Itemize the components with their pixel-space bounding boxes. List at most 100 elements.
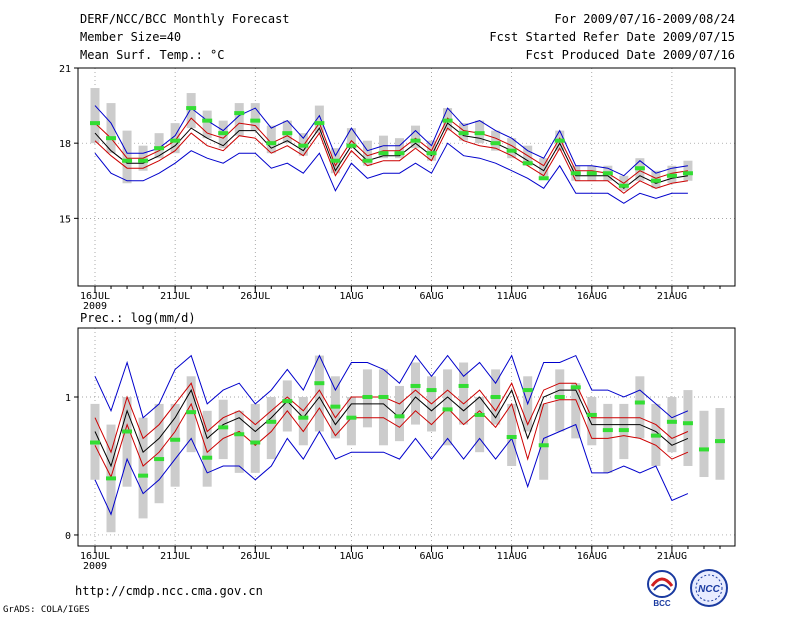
ensemble-box (266, 125, 276, 154)
series-line-p90 (94, 117, 688, 184)
obs-marker (106, 136, 117, 141)
source-url[interactable]: http://cmdp.ncc.cma.gov.cn (75, 584, 263, 598)
obs-marker (554, 138, 565, 143)
ensemble-box (250, 403, 260, 473)
obs-marker (314, 121, 325, 126)
ensemble-box (186, 376, 196, 453)
obs-marker (138, 158, 149, 163)
obs-marker (442, 118, 453, 123)
ensemble-box (539, 158, 549, 179)
ensemble-box (346, 128, 356, 149)
x-tick-label: 26JUL (240, 551, 270, 562)
obs-marker (586, 171, 597, 176)
obs-marker (490, 394, 501, 399)
chart-panel-1: 15 18 21 16JUL 21JUL 26JUL 1AUG 6AUG 11AUG 16AUG 2… (59, 64, 736, 312)
ensemble-box (154, 403, 164, 504)
member-size-label: Member Size=40 (80, 30, 182, 44)
obs-marker (170, 138, 181, 143)
obs-marker (250, 118, 261, 123)
x-tick-label: 26JUL (240, 291, 270, 302)
obs-marker (394, 151, 405, 156)
ensemble-box (507, 138, 517, 159)
series-line-mean (94, 122, 688, 189)
panel-title-precip: Prec.: log(mm/d) (80, 311, 196, 325)
obs-marker (554, 394, 565, 399)
ensemble-box (555, 369, 565, 432)
obs-marker (394, 414, 405, 419)
obs-marker (282, 131, 293, 136)
x-tick-label: 21JUL (160, 551, 190, 562)
x-tick-label: 1AUG (339, 551, 363, 562)
ensemble-box (122, 396, 132, 487)
ensemble-box (298, 396, 308, 446)
ensemble-box (202, 110, 212, 139)
ensemble-box (683, 160, 693, 181)
x-tick-label: 6AUG (419, 291, 443, 302)
ensemble-box (394, 385, 404, 442)
obs-marker (442, 407, 453, 412)
y-tick-label: 15 (59, 214, 71, 225)
year-label: 2009 (83, 301, 107, 312)
series-line-p90 (94, 382, 689, 454)
obs-marker (154, 146, 165, 151)
ensemble-box (491, 130, 501, 151)
ensemble-box (362, 140, 372, 166)
obs-marker (634, 166, 645, 171)
produced-date: Fcst Produced Date 2009/07/16 (525, 48, 735, 62)
ensemble-box (282, 380, 292, 432)
obs-marker (298, 143, 309, 148)
obs-marker (618, 183, 629, 188)
x-tick-label: 21AUG (657, 291, 687, 302)
obs-marker (506, 148, 517, 153)
obs-marker (250, 440, 261, 445)
obs-marker (346, 415, 357, 420)
x-tick-label: 1AUG (339, 291, 363, 302)
ensemble-box (250, 103, 260, 131)
ensemble-box (539, 403, 549, 480)
obs-marker (122, 429, 133, 434)
ensemble-box (234, 410, 244, 473)
ncc-logo-text: NCC (698, 584, 720, 595)
x-tick-label: 16AUG (577, 291, 607, 302)
obs-marker (202, 118, 213, 123)
x-tick-label: 16AUG (577, 551, 607, 562)
obs-marker (410, 138, 421, 143)
obs-marker (154, 457, 165, 462)
obs-marker (522, 161, 533, 166)
obs-marker (362, 158, 373, 163)
obs-marker (522, 388, 533, 393)
ensemble-box (90, 88, 100, 144)
obs-marker (186, 106, 197, 111)
ncc-logo: NCC (686, 568, 732, 608)
ensemble-box (346, 396, 356, 446)
obs-marker (490, 141, 501, 146)
x-tick-label: 21AUG (657, 551, 687, 562)
ensemble-box (186, 93, 196, 129)
y-tick-label: 1 (65, 393, 71, 404)
y-tick-label: 21 (59, 64, 71, 75)
obs-marker (378, 394, 389, 399)
obs-marker (330, 158, 341, 163)
ensemble-box (715, 408, 725, 480)
ensemble-box (683, 390, 693, 466)
ensemble-box (475, 396, 485, 453)
ensemble-box (122, 130, 132, 184)
obs-marker (570, 385, 581, 390)
obs-marker (202, 455, 213, 460)
obs-marker (330, 404, 341, 409)
obs-marker (218, 425, 229, 430)
obs-marker (634, 400, 645, 405)
obs-marker (474, 131, 485, 136)
grads-credit: GrADS: COLA/IGES (3, 605, 90, 615)
obs-marker (426, 388, 437, 393)
ensemble-box (411, 362, 421, 425)
obs-marker (234, 111, 245, 116)
x-tick-label: 11AUG (497, 291, 527, 302)
obs-marker (410, 383, 421, 388)
obs-marker (90, 440, 100, 445)
obs-marker (682, 171, 693, 176)
ensemble-box (378, 135, 388, 159)
obs-marker (570, 171, 581, 176)
obs-marker (698, 447, 709, 452)
obs-marker (314, 381, 325, 386)
